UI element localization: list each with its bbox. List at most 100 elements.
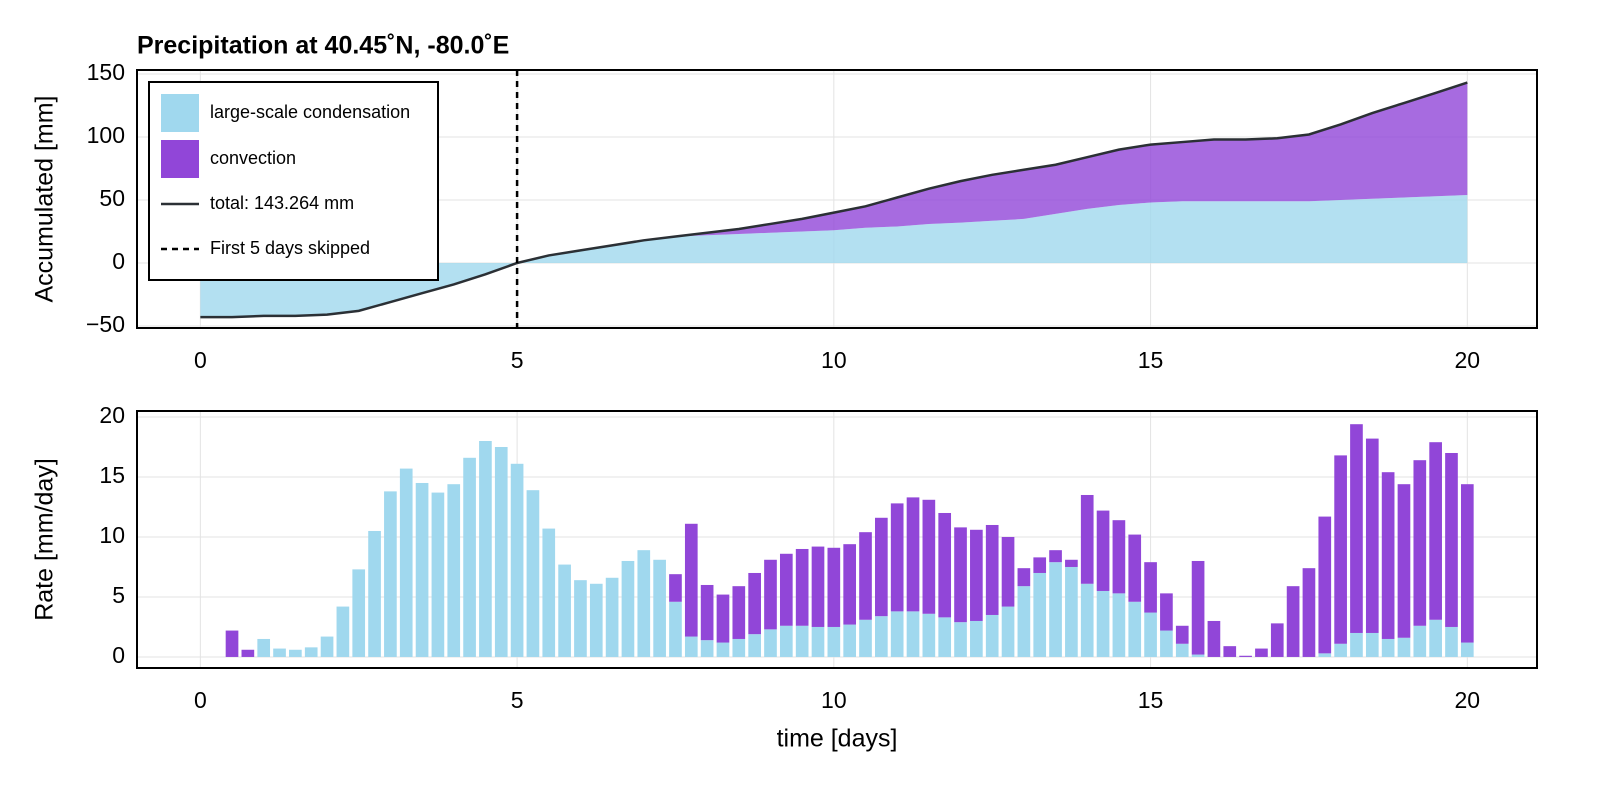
bar xyxy=(827,626,841,657)
bar xyxy=(827,547,841,627)
bar xyxy=(320,636,334,657)
bar xyxy=(479,440,492,657)
bar xyxy=(1350,632,1363,657)
bar xyxy=(289,649,302,657)
bar xyxy=(1318,516,1332,654)
y-axis-label: Rate [mm/day] xyxy=(31,458,59,621)
bar xyxy=(669,574,682,602)
total-line xyxy=(200,81,1468,319)
bar xyxy=(1318,653,1332,657)
bar xyxy=(241,649,255,657)
y-tick-label: 20 xyxy=(99,402,125,428)
bar xyxy=(1049,550,1062,563)
bar xyxy=(1128,601,1142,657)
bar xyxy=(1191,560,1205,655)
bar xyxy=(1350,424,1363,633)
bar xyxy=(415,482,429,657)
plot-frame xyxy=(136,410,1538,669)
bar xyxy=(922,613,936,657)
bar xyxy=(779,625,793,657)
bar xyxy=(1429,619,1442,657)
bar xyxy=(273,648,286,657)
bar xyxy=(1017,586,1031,657)
bar xyxy=(875,517,888,617)
y-tick-label: 5 xyxy=(112,582,125,608)
bar xyxy=(1255,648,1268,657)
bar xyxy=(1001,606,1015,657)
bar xyxy=(1334,643,1347,657)
bar xyxy=(463,457,476,657)
bar xyxy=(732,586,746,639)
x-tick-label: 15 xyxy=(1138,347,1164,373)
bar xyxy=(716,642,730,657)
bar xyxy=(1017,568,1031,587)
bar xyxy=(795,625,809,657)
bar xyxy=(890,503,904,612)
bar xyxy=(542,528,556,657)
bar xyxy=(1413,460,1427,626)
bar xyxy=(1270,623,1284,657)
y-axis-label: Accumulated [mm] xyxy=(31,95,59,302)
bar xyxy=(811,546,825,627)
bar xyxy=(954,527,967,623)
y-tick-label: 150 xyxy=(87,59,125,85)
bar xyxy=(1381,472,1395,639)
bar xyxy=(257,638,271,657)
bar xyxy=(1445,452,1458,627)
bar xyxy=(779,553,793,626)
bar xyxy=(684,636,698,657)
bar xyxy=(526,490,540,657)
bar xyxy=(669,601,682,657)
bar xyxy=(589,583,603,657)
panel: 0 5 10 15 20 −50 0 50 100 150 large-scale condensa… xyxy=(31,32,1538,373)
legend-label: total: 143.264 mm xyxy=(210,193,354,213)
y-tick-label: 100 xyxy=(87,122,125,148)
bar xyxy=(1160,593,1173,631)
bar xyxy=(859,619,872,657)
bar xyxy=(621,560,635,657)
x-tick-label: 15 xyxy=(1138,687,1164,713)
bar xyxy=(558,564,571,657)
bar xyxy=(494,446,508,657)
bar xyxy=(700,584,714,641)
bar xyxy=(1413,625,1427,657)
bar xyxy=(605,577,619,657)
bar xyxy=(684,523,698,637)
y-tick-label: −50 xyxy=(86,311,125,337)
bar xyxy=(1080,583,1094,657)
bar xyxy=(843,624,857,657)
bar xyxy=(922,499,936,614)
bar xyxy=(1207,620,1221,657)
bar xyxy=(954,622,967,657)
bar xyxy=(1128,534,1142,602)
x-tick-label: 20 xyxy=(1455,687,1481,713)
bar xyxy=(985,614,999,657)
legend: large-scale condensation convection total:… xyxy=(148,81,439,281)
bar xyxy=(906,497,920,612)
bar xyxy=(938,617,952,657)
bar xyxy=(1112,593,1126,657)
bar xyxy=(1397,637,1411,657)
bar xyxy=(1160,630,1173,657)
bar xyxy=(336,606,350,657)
bar xyxy=(1365,438,1379,633)
y-tick-label: 50 xyxy=(99,185,125,211)
legend-label: convection xyxy=(210,148,296,168)
y-tick-label: 10 xyxy=(99,522,125,548)
bar xyxy=(1223,646,1237,657)
x-tick-label: 20 xyxy=(1455,347,1481,373)
bar xyxy=(225,630,239,657)
bar xyxy=(1049,562,1062,657)
bar xyxy=(1096,590,1110,657)
panel: 0 5 10 15 20 0 5 10 15 20 Rate [mm/day] time [days] xyxy=(31,402,1538,753)
bar xyxy=(764,559,777,630)
bar xyxy=(859,532,872,620)
bar xyxy=(1112,520,1126,594)
plot-frame xyxy=(136,69,1538,329)
bar xyxy=(1065,559,1078,567)
bar xyxy=(431,492,445,657)
bar xyxy=(1334,455,1347,644)
bar xyxy=(716,594,730,643)
bar xyxy=(1460,484,1474,643)
